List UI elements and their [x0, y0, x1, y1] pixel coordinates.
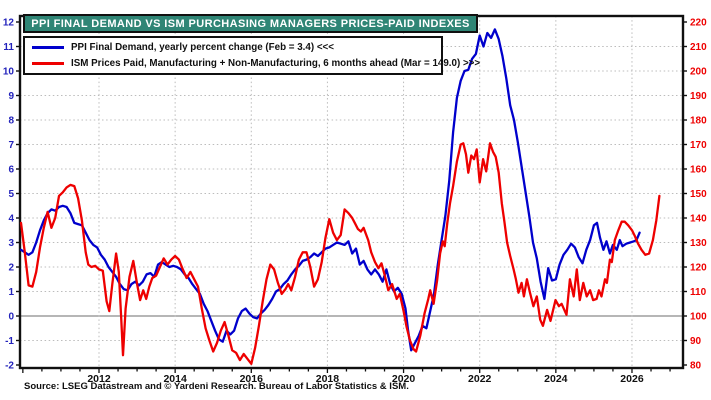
- right-axis-label: 170: [690, 140, 707, 151]
- x-axis-label: 2012: [87, 373, 111, 385]
- x-axis-label: 2024: [544, 373, 568, 385]
- right-axis-label: 90: [690, 336, 702, 347]
- left-axis-label: 7: [8, 140, 14, 151]
- left-axis-label: 11: [3, 42, 14, 53]
- left-axis-label: -2: [5, 361, 14, 372]
- x-axis-label: 2022: [468, 373, 492, 385]
- x-axis-label: 2026: [620, 373, 644, 385]
- left-axis-label: 10: [3, 67, 15, 78]
- right-axis-label: 140: [690, 214, 707, 225]
- left-axis-label: 3: [8, 238, 14, 249]
- legend-item-ppi: PPI Final Demand, yearly percent change …: [29, 41, 437, 55]
- right-axis-label: 80: [690, 361, 702, 372]
- left-axis-label: 9: [8, 91, 14, 102]
- left-axis-label: 5: [8, 189, 14, 200]
- legend-label-ism: ISM Prices Paid, Manufacturing + Non-Man…: [71, 57, 481, 69]
- legend: PPI Final Demand, yearly percent change …: [23, 36, 480, 75]
- right-axis-label: 180: [690, 116, 707, 127]
- x-axis-label: 2014: [163, 373, 187, 385]
- right-axis-label: 150: [690, 189, 707, 200]
- x-axis-label: 2020: [392, 373, 416, 385]
- right-axis-label: 110: [690, 287, 707, 298]
- left-axis-label: 12: [3, 18, 15, 29]
- ppi-line-swatch: [32, 46, 64, 50]
- x-axis-label: 2016: [240, 373, 264, 385]
- left-axis-label: 1: [8, 287, 14, 298]
- left-axis-label: -1: [5, 336, 14, 347]
- left-axis-label: 6: [8, 165, 14, 176]
- left-axis-label: 2: [8, 263, 14, 274]
- right-axis-label: 190: [690, 91, 707, 102]
- right-axis-label: 130: [690, 238, 707, 249]
- left-axis-label: 0: [8, 312, 14, 323]
- chart-title: PPI FINAL DEMAND VS ISM PURCHASING MANAG…: [31, 17, 470, 30]
- right-axis-label: 200: [690, 67, 707, 78]
- left-axis-label: 4: [8, 214, 14, 225]
- ppi-series-line: [19, 28, 641, 352]
- left-axis-label: 8: [8, 116, 14, 127]
- right-axis-label: 220: [690, 18, 707, 29]
- right-axis-label: 160: [690, 165, 707, 176]
- legend-item-ism: ISM Prices Paid, Manufacturing + Non-Man…: [29, 56, 480, 70]
- legend-label-ppi: PPI Final Demand, yearly percent change …: [71, 42, 334, 54]
- source-note: Source: LSEG Datastream and © Yardeni Re…: [24, 381, 409, 392]
- ism-line-swatch: [32, 61, 64, 65]
- right-axis-label: 100: [690, 312, 707, 323]
- right-axis-label: 210: [690, 42, 707, 53]
- ism-series-line: [19, 142, 661, 365]
- chart-title-bar: PPI FINAL DEMAND VS ISM PURCHASING MANAG…: [23, 14, 478, 33]
- right-axis-label: 120: [690, 263, 707, 274]
- x-axis-label: 2018: [316, 373, 340, 385]
